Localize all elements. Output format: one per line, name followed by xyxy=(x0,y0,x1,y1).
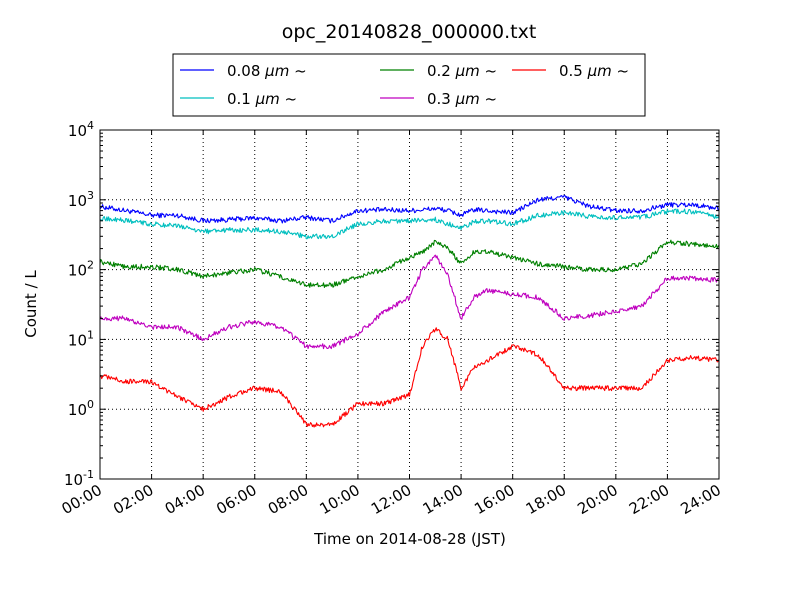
legend-box xyxy=(172,53,646,117)
legend-label: 0.3 μm ~ xyxy=(427,90,497,108)
series-lines xyxy=(99,194,720,428)
plot-area-frame xyxy=(99,129,720,480)
legend: 0.08 μm ~ 0.1 μm ~ 0.2 μm ~ 0.3 μm ~ 0.5 μm … xyxy=(172,53,646,117)
y-tick-label: 100 xyxy=(68,398,94,419)
series-line xyxy=(99,254,720,350)
y-tick-label: 101 xyxy=(68,328,94,349)
legend-label: 0.2 μm ~ xyxy=(427,62,497,80)
legend-label: 0.5 μm ~ xyxy=(559,62,629,80)
legend-label: 0.1 μm ~ xyxy=(227,90,297,108)
y-tick-label: 104 xyxy=(68,119,94,140)
y-axis-label: Count / L xyxy=(22,270,40,338)
series-line xyxy=(99,327,720,428)
y-tick-label: 10-1 xyxy=(64,468,94,489)
y-tick-labels: 10-1 100 101 102 103 104 xyxy=(64,119,94,489)
legend-entries: 0.08 μm ~ 0.1 μm ~ 0.2 μm ~ 0.3 μm ~ 0.5 μm … xyxy=(180,62,629,108)
series-line xyxy=(99,239,720,288)
series-line xyxy=(99,208,720,240)
legend-label: 0.08 μm ~ xyxy=(227,62,307,80)
y-tick-label: 103 xyxy=(68,189,94,210)
y-tick-label: 102 xyxy=(68,259,94,280)
x-axis-label: Time on 2014-08-28 (JST) xyxy=(313,530,506,548)
series-line xyxy=(99,194,720,224)
chart-title: opc_20140828_000000.txt xyxy=(282,21,537,43)
